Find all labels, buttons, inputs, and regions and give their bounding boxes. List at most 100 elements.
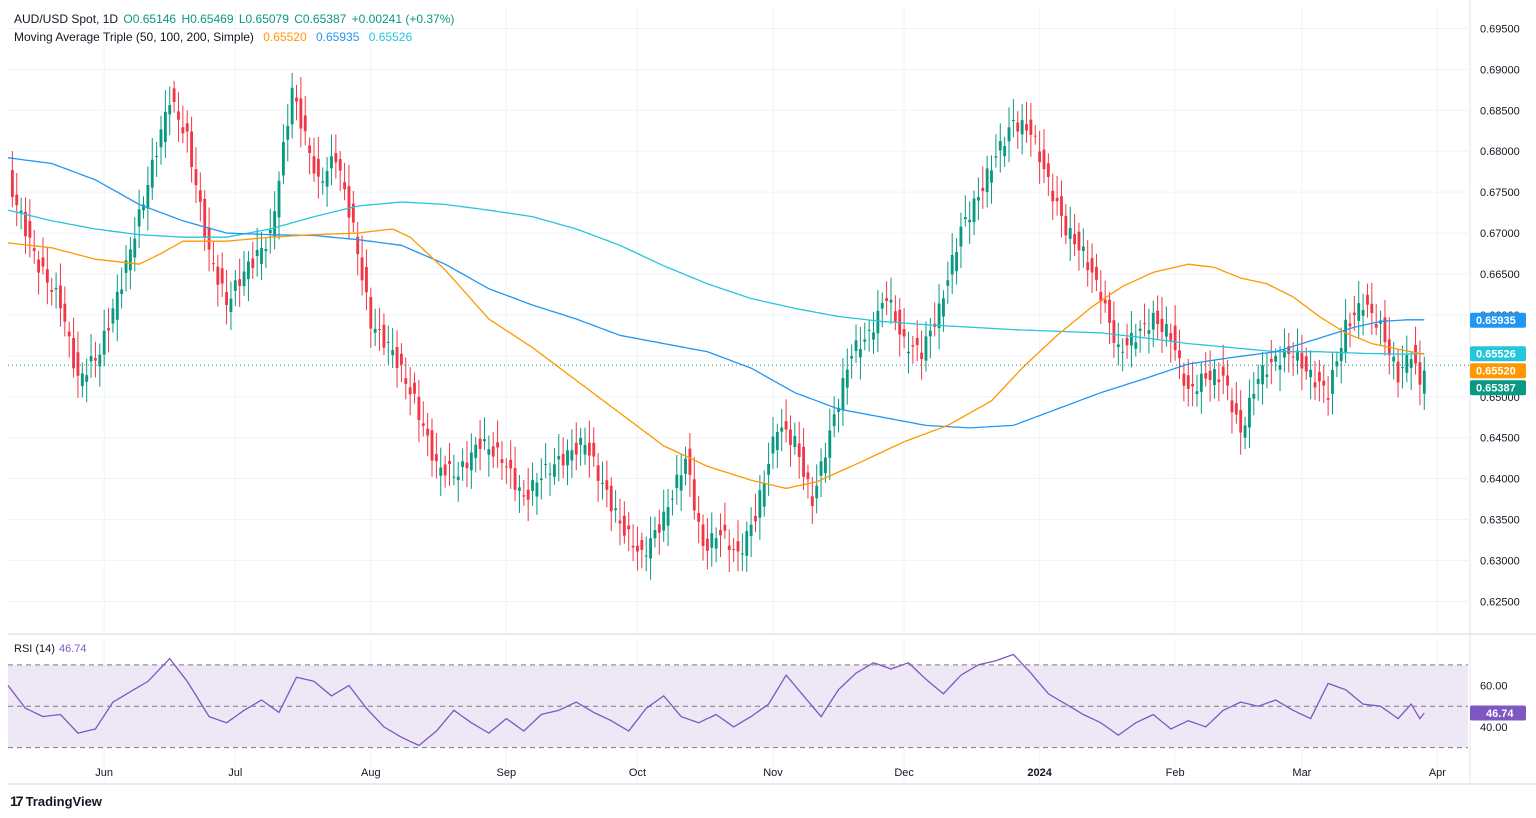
candle-body: [478, 438, 482, 449]
candle-body: [566, 450, 569, 466]
candle-body: [587, 442, 591, 456]
ma100-value: 0.65935: [316, 30, 360, 44]
candle-body: [1274, 355, 1278, 362]
candle-body: [1020, 120, 1024, 135]
time-tick-label: Nov: [763, 767, 783, 779]
price-tick-label: 0.62500: [1480, 596, 1520, 608]
candle-body: [893, 311, 897, 322]
candle-body: [1357, 303, 1361, 321]
candle-body: [37, 259, 41, 273]
change-value: +0.00241 (+0.37%): [351, 12, 455, 26]
candle-body: [181, 127, 185, 134]
price-badge-label: 0.65520: [1476, 366, 1516, 378]
candle-body: [50, 289, 54, 292]
candle-body: [981, 187, 985, 192]
ohlc-legend: AUD/USD Spot, 1D O0.65146 H0.65469 L0.65…: [14, 12, 456, 26]
candle-body: [1221, 366, 1225, 376]
candle-body: [845, 369, 849, 388]
candle-body: [705, 538, 709, 551]
candle-body: [1204, 373, 1208, 379]
candle-body: [456, 476, 460, 481]
candle-body: [972, 198, 976, 223]
candle-body: [692, 479, 696, 511]
symbol-label[interactable]: AUD/USD Spot, 1D: [14, 12, 119, 26]
candle-body: [439, 467, 443, 476]
candle-body: [745, 531, 749, 556]
candle-body: [535, 482, 539, 497]
candle-body: [1261, 365, 1264, 385]
candle-body: [1335, 361, 1339, 367]
candle-body: [369, 296, 373, 329]
ma-indicator-label: Moving Average Triple (50, 100, 200, Sim…: [14, 30, 254, 44]
candle-body: [229, 298, 233, 312]
rsi-legend[interactable]: RSI (14) 46.74: [14, 643, 87, 655]
candle-body: [233, 280, 237, 291]
candle-body: [1392, 356, 1396, 362]
candle-body: [1287, 346, 1291, 354]
candle-body: [841, 378, 845, 410]
price-tick-label: 0.64000: [1480, 474, 1520, 486]
candle-body: [727, 545, 731, 551]
candle-body: [321, 181, 325, 183]
candle-body: [885, 298, 889, 301]
candle-body: [500, 459, 504, 463]
candle-body: [1129, 332, 1133, 346]
candle-body: [98, 354, 102, 367]
candle-body: [518, 487, 521, 491]
candle-body: [928, 330, 932, 337]
candle-body: [330, 156, 333, 169]
candle-body: [1326, 398, 1330, 400]
candle-body: [251, 258, 255, 268]
price-badge: [1470, 312, 1526, 328]
candle-body: [1366, 294, 1369, 305]
candles: [10, 72, 1426, 580]
candle-body: [902, 329, 906, 337]
candle-body: [740, 553, 744, 555]
candle-body: [1248, 397, 1251, 428]
candle-body: [968, 219, 972, 223]
candle-body: [592, 442, 596, 457]
candle-body: [465, 462, 469, 469]
candle-body: [1033, 135, 1037, 137]
candle-body: [260, 248, 263, 264]
candle-body: [854, 340, 858, 352]
candle-body: [1405, 355, 1409, 373]
candle-body: [1348, 323, 1352, 327]
candle-body: [225, 292, 228, 306]
ma-legend[interactable]: Moving Average Triple (50, 100, 200, Sim…: [14, 30, 418, 44]
candle-body: [627, 525, 631, 530]
tradingview-logo-text: TradingView: [25, 793, 102, 809]
candle-body: [198, 190, 202, 202]
candle-body: [1269, 358, 1273, 363]
candle-body: [749, 524, 753, 537]
close-value: C0.65387: [294, 12, 347, 26]
candle-body: [63, 303, 67, 322]
candle-body: [552, 464, 556, 477]
price-tick-label: 0.64500: [1480, 433, 1520, 445]
time-tick-label: Apr: [1429, 767, 1446, 779]
candle-body: [190, 131, 194, 168]
candle-body: [343, 182, 347, 190]
candle-body: [255, 249, 259, 257]
candle-body: [1011, 119, 1015, 122]
candle-body: [413, 382, 416, 394]
candle-body: [653, 529, 657, 539]
candle-body: [985, 168, 989, 193]
candle-body: [1322, 380, 1326, 386]
candle-body: [28, 221, 32, 238]
candle-body: [351, 203, 355, 223]
candle-body: [452, 476, 456, 478]
candle-body: [212, 263, 215, 265]
candle-body: [1125, 337, 1129, 346]
high-value: H0.65469: [181, 12, 234, 26]
tradingview-logo[interactable]: 17 TradingView: [10, 793, 102, 809]
candle-body: [1160, 318, 1164, 332]
rsi-tick-label: 40.00: [1480, 722, 1508, 734]
candle-body: [784, 421, 788, 430]
time-tick-label: Jul: [228, 767, 242, 779]
candle-body: [754, 515, 757, 522]
candle-body: [622, 515, 626, 536]
candle-body: [426, 428, 430, 436]
candle-body: [1164, 323, 1168, 337]
